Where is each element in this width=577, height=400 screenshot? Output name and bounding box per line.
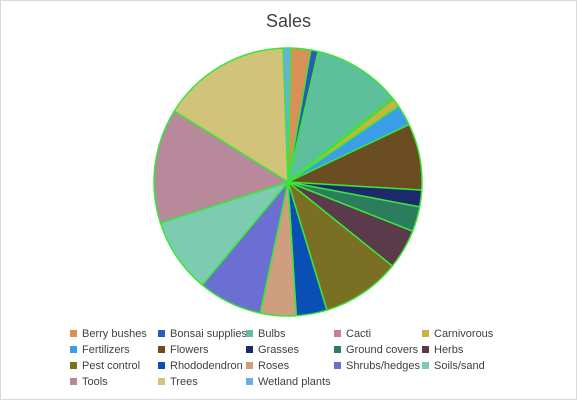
legend-swatch [334, 330, 341, 337]
legend-swatch [70, 346, 77, 353]
legend-label: Pest control [82, 359, 141, 372]
legend-label: Wetland plants [258, 375, 331, 388]
legend-label: Bonsai supplies [170, 327, 248, 340]
legend-label: Fertilizers [82, 343, 130, 356]
pie-slice-wetland-plants [282, 47, 292, 183]
legend-item: Herbs [422, 343, 510, 356]
legend-item: Soils/sand [422, 359, 510, 372]
legend-item: Tools [70, 375, 158, 388]
legend-item: Trees [158, 375, 246, 388]
legend-item: Wetland plants [246, 375, 334, 388]
chart-title: Sales [265, 11, 312, 31]
legend-item: Carnivorous [422, 327, 510, 340]
legend-swatch [422, 330, 429, 337]
legend-swatch [158, 346, 165, 353]
legend-swatch [334, 346, 341, 353]
legend-label: Rhododendron [170, 359, 243, 372]
legend-swatch [70, 330, 77, 337]
legend-label: Bulbs [258, 327, 286, 340]
legend-item: Fertilizers [70, 343, 158, 356]
legend-item: Grasses [246, 343, 334, 356]
legend-item: Bulbs [246, 327, 334, 340]
legend-item: Pest control [70, 359, 158, 372]
legend-swatch [422, 346, 429, 353]
legend-label: Ground covers [346, 343, 419, 356]
legend: Berry bushes Bonsai supplies Bulbs Cacti Car… [70, 327, 510, 388]
legend-label: Cacti [346, 327, 372, 340]
legend-label: Roses [258, 359, 290, 372]
legend-item: Rhododendron [158, 359, 246, 372]
legend-swatch [246, 378, 253, 385]
legend-swatch [246, 362, 253, 369]
legend-swatch [158, 362, 165, 369]
legend-swatch [422, 362, 429, 369]
pie-slices [153, 47, 423, 317]
legend-label: Carnivorous [434, 327, 494, 340]
legend-label: Berry bushes [82, 327, 147, 340]
legend-item: Cacti [334, 327, 422, 340]
legend-item: Ground covers [334, 343, 422, 356]
legend-label: Shrubs/hedges [346, 359, 420, 372]
legend-item: Roses [246, 359, 334, 372]
legend-label: Flowers [170, 343, 209, 356]
legend-label: Herbs [434, 343, 464, 356]
legend-item: Flowers [158, 343, 246, 356]
legend-swatch [246, 346, 253, 353]
legend-item: Bonsai supplies [158, 327, 248, 340]
legend-label: Soils/sand [434, 359, 485, 372]
pie-slice-pest-control [287, 181, 394, 311]
pie-slice-trees [173, 47, 289, 183]
legend-label: Grasses [258, 343, 299, 356]
legend-swatch [158, 378, 165, 385]
legend-item: Berry bushes [70, 327, 158, 340]
pie-slice-tools [153, 110, 289, 224]
legend-swatch [70, 362, 77, 369]
legend-swatch [158, 330, 165, 337]
legend-item: Shrubs/hedges [334, 359, 422, 372]
legend-swatch [246, 330, 253, 337]
pie-slice-bulbs [287, 50, 393, 183]
legend-swatch [70, 378, 77, 385]
legend-label: Trees [170, 375, 198, 388]
legend-label: Tools [82, 375, 108, 388]
legend-swatch [334, 362, 341, 369]
